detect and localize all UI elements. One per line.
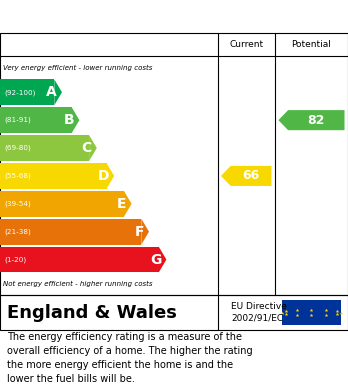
Polygon shape — [106, 163, 114, 189]
Polygon shape — [89, 135, 97, 161]
Text: Not energy efficient - higher running costs: Not energy efficient - higher running co… — [3, 281, 153, 287]
Polygon shape — [72, 107, 79, 133]
Text: (39-54): (39-54) — [4, 201, 31, 207]
Text: 66: 66 — [243, 169, 260, 183]
Text: (1-20): (1-20) — [4, 256, 26, 263]
Text: B: B — [64, 113, 74, 127]
Text: F: F — [134, 225, 144, 239]
Polygon shape — [124, 191, 132, 217]
Text: The energy efficiency rating is a measure of the
overall efficiency of a home. T: The energy efficiency rating is a measur… — [7, 332, 253, 384]
Bar — [0, 247, 159, 273]
Text: Potential: Potential — [292, 40, 331, 49]
Polygon shape — [221, 166, 271, 186]
Text: Current: Current — [229, 40, 263, 49]
Text: Very energy efficient - lower running costs: Very energy efficient - lower running co… — [3, 65, 153, 71]
Text: G: G — [150, 253, 161, 267]
Text: D: D — [97, 169, 109, 183]
Polygon shape — [278, 110, 345, 130]
Bar — [0, 163, 106, 189]
Text: England & Wales: England & Wales — [7, 303, 177, 321]
Text: Energy Efficiency Rating: Energy Efficiency Rating — [63, 9, 285, 24]
Text: A: A — [46, 85, 57, 99]
Bar — [0, 219, 141, 245]
Text: (81-91): (81-91) — [4, 117, 31, 124]
Polygon shape — [54, 79, 62, 105]
Bar — [0, 135, 89, 161]
Text: (69-80): (69-80) — [4, 145, 31, 151]
Text: C: C — [81, 141, 92, 155]
Bar — [282, 300, 341, 325]
Polygon shape — [159, 247, 166, 273]
Text: E: E — [117, 197, 126, 211]
Text: (55-68): (55-68) — [4, 173, 31, 179]
Text: (92-100): (92-100) — [4, 89, 35, 95]
Text: EU Directive
2002/91/EC: EU Directive 2002/91/EC — [231, 302, 287, 323]
Polygon shape — [141, 219, 149, 245]
Bar — [0, 107, 72, 133]
Bar — [0, 191, 124, 217]
Text: 82: 82 — [308, 114, 325, 127]
Bar — [0, 79, 54, 105]
Text: (21-38): (21-38) — [4, 228, 31, 235]
